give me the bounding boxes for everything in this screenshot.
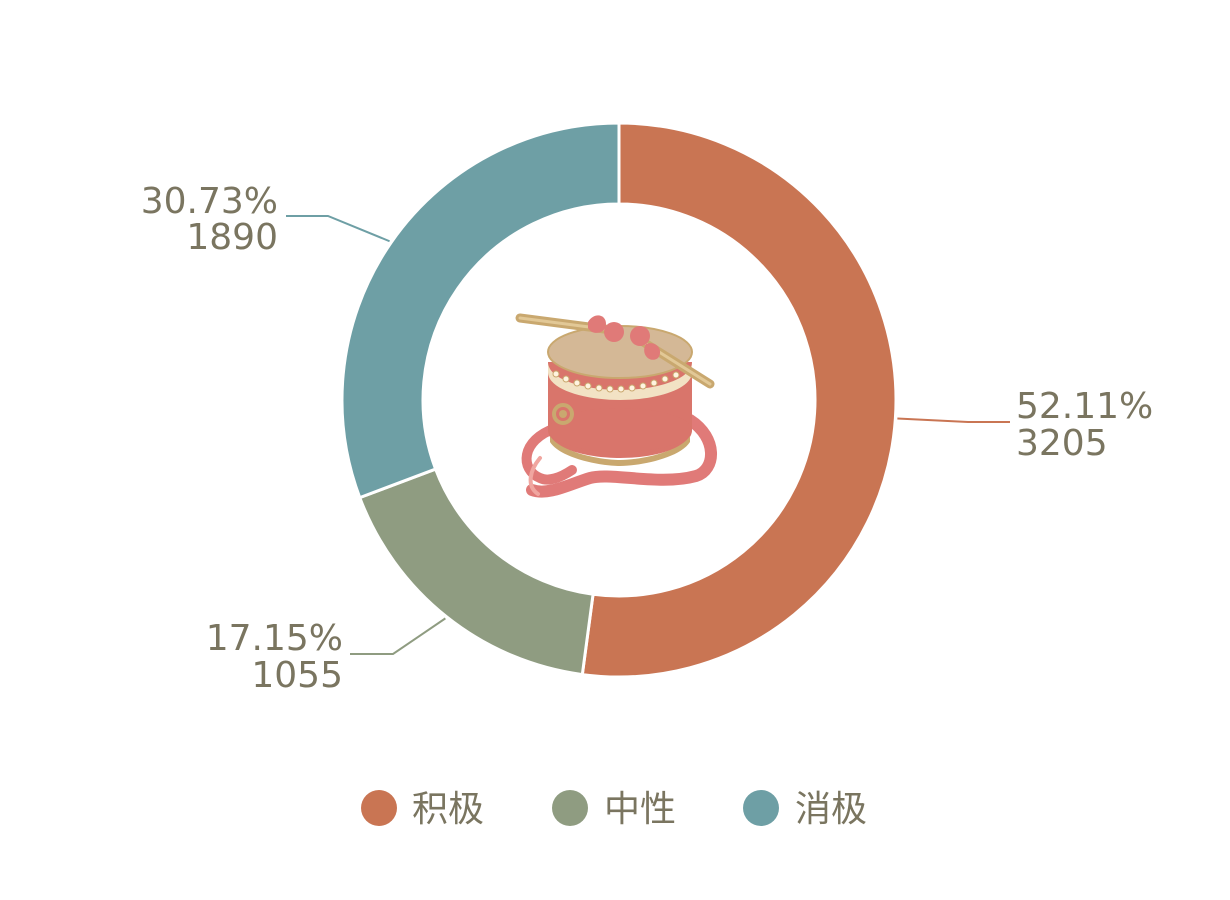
value-label-negative: 1890 (186, 217, 278, 258)
legend-label-neutral: 中性 (604, 789, 676, 830)
legend-item-positive[interactable]: 积极 (361, 789, 484, 830)
drum-icon (515, 313, 717, 498)
leader-line-neutral (350, 617, 446, 655)
legend-item-neutral[interactable]: 中性 (552, 789, 676, 830)
slices-group (340, 121, 898, 679)
legend-label-negative: 消极 (795, 789, 867, 830)
slice-negative[interactable] (340, 121, 621, 500)
slice-neutral[interactable] (357, 467, 595, 677)
leader-line-positive (897, 417, 1010, 423)
legend-marker-negative (743, 790, 779, 826)
legend-item-negative[interactable]: 消极 (743, 789, 867, 830)
labels-group: 52.11%3205 17.15%1055 30.73%1890 (141, 181, 1154, 696)
legend-marker-positive (361, 790, 397, 826)
legend-marker-neutral (552, 790, 588, 826)
value-label-neutral: 1055 (251, 655, 343, 696)
percent-label-positive: 52.11% (1016, 386, 1153, 427)
legend: 积极 中性 消极 (361, 789, 867, 830)
leader-line-negative (286, 215, 390, 243)
legend-label-positive: 积极 (412, 789, 484, 830)
percent-label-neutral: 17.15% (206, 618, 343, 659)
percent-label-negative: 30.73% (141, 181, 278, 222)
slice-positive[interactable] (580, 121, 898, 679)
value-label-positive: 3205 (1016, 423, 1108, 464)
leader-lines-group (286, 215, 1010, 655)
